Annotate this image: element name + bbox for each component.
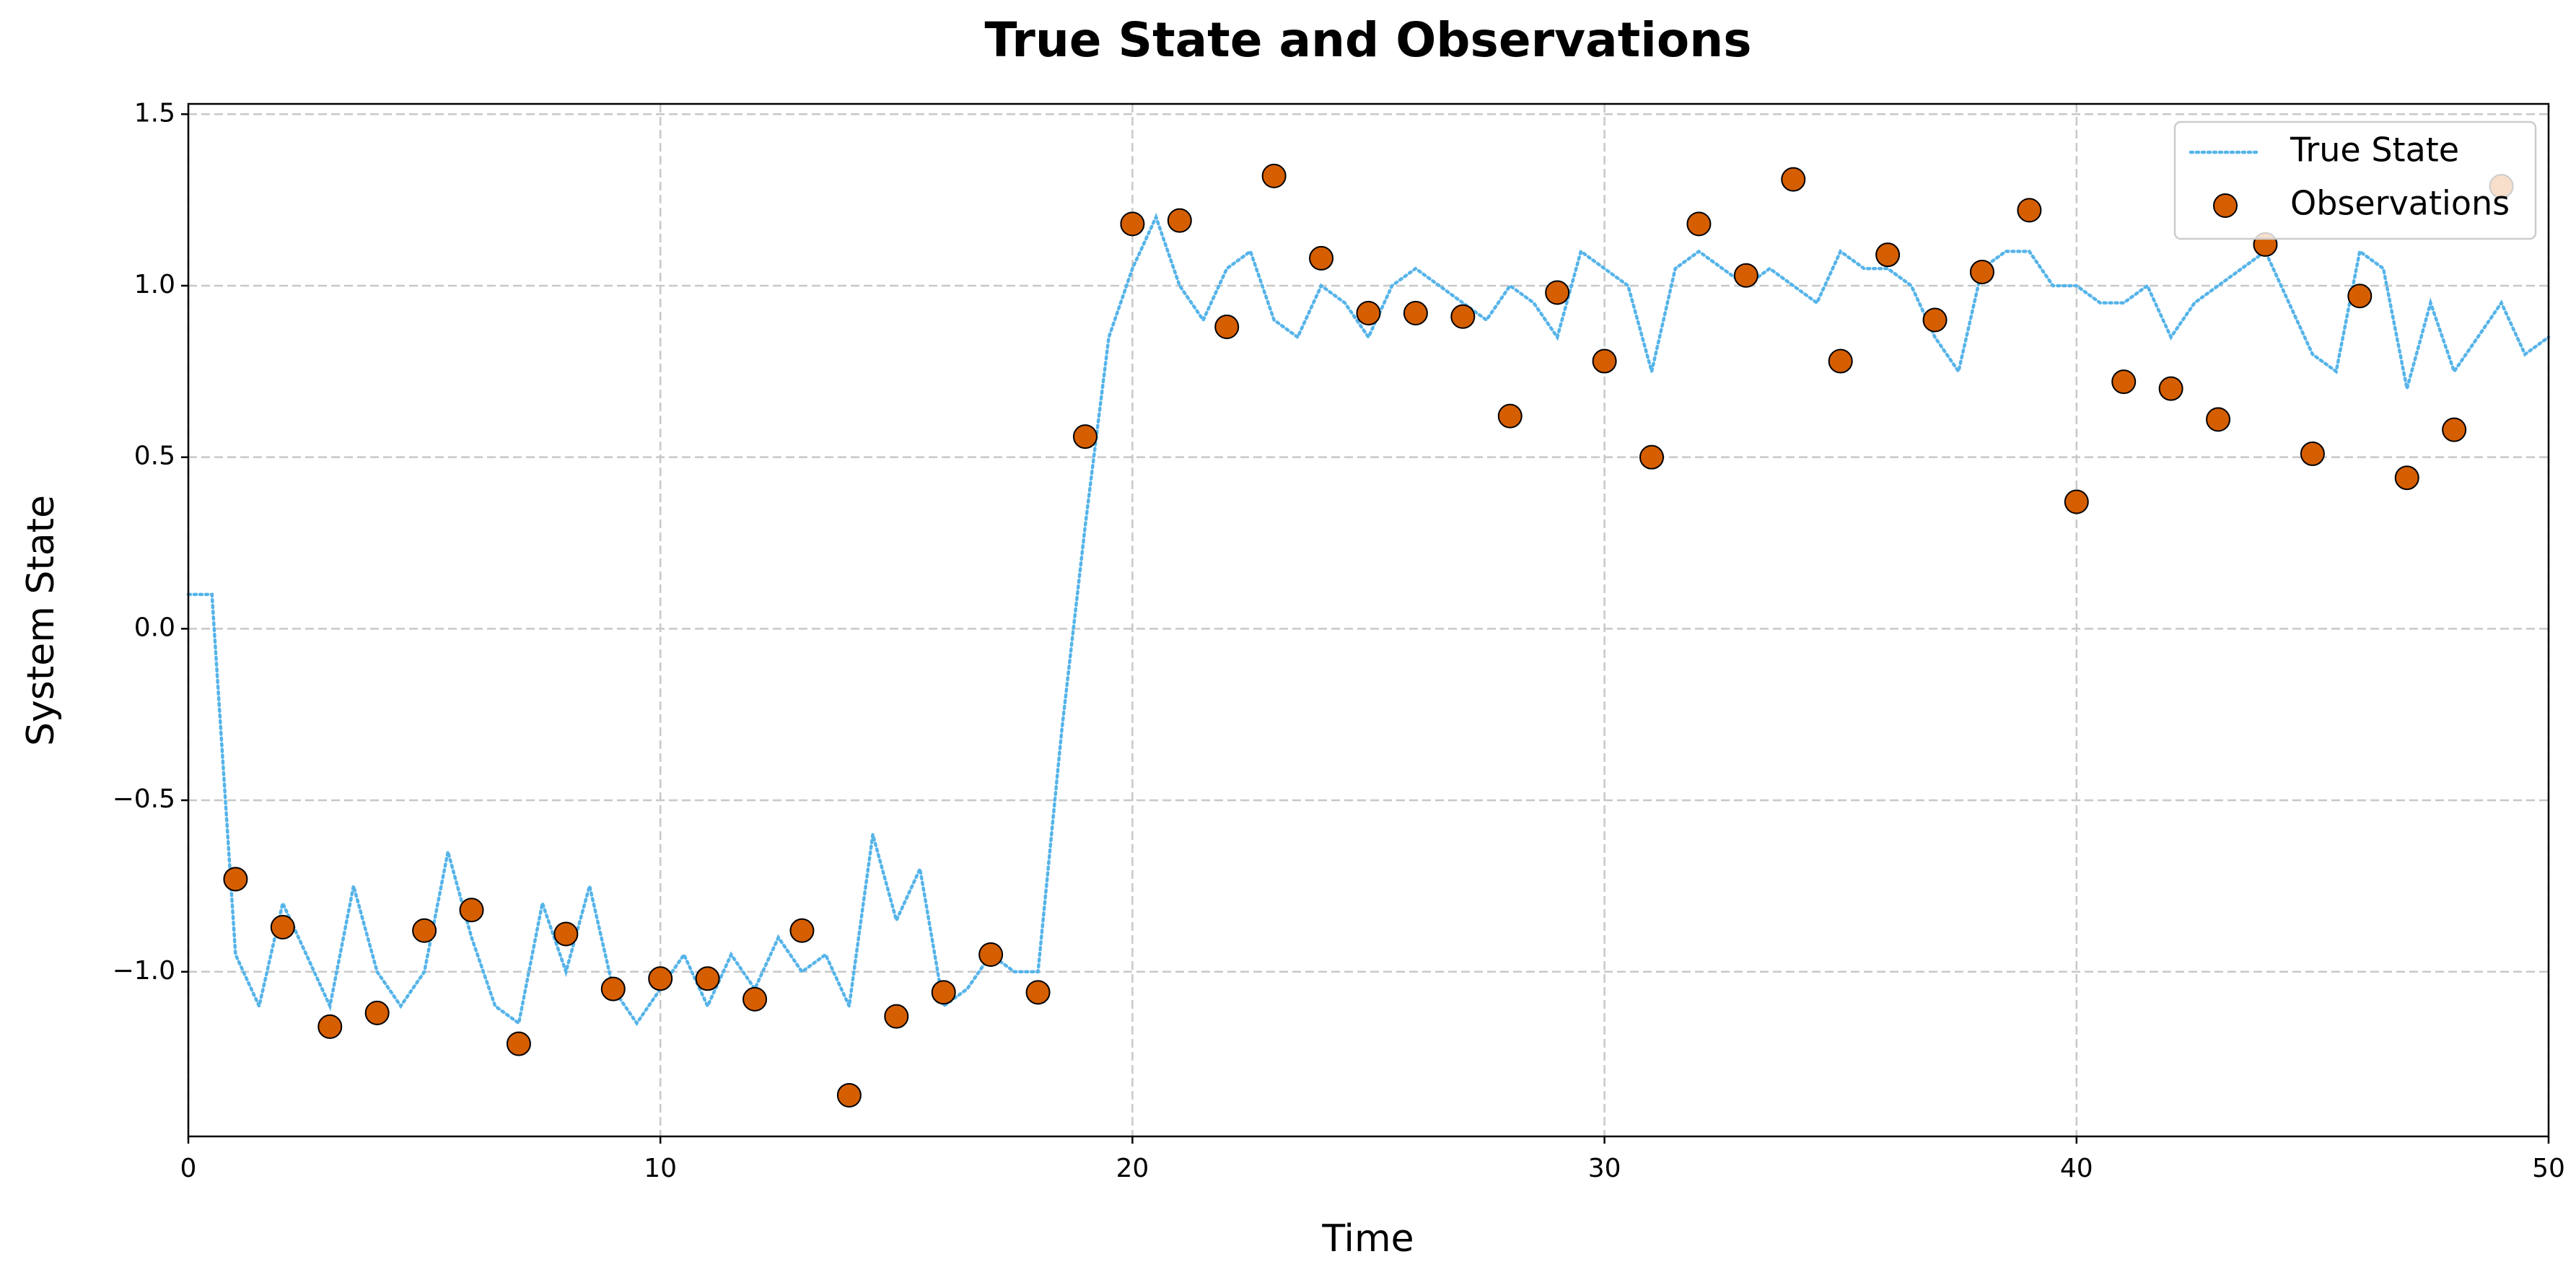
observation-point <box>1167 208 1192 233</box>
observation-point <box>364 1000 390 1025</box>
observation-point <box>789 918 815 943</box>
plot-frame <box>187 102 2550 1138</box>
observation-point <box>1450 304 1476 329</box>
observation-point <box>836 1082 862 1108</box>
observation-point <box>884 1004 909 1029</box>
observation-point <box>1072 424 1098 450</box>
observation-point <box>2064 489 2089 514</box>
observation-point <box>1828 349 1853 374</box>
observation-point <box>2394 465 2419 491</box>
observation-point <box>2158 376 2183 401</box>
x-tick-label: 0 <box>180 1154 197 1183</box>
observation-point <box>978 942 1004 968</box>
observation-point <box>1356 301 1381 326</box>
y-tick-label: −0.5 <box>113 784 175 814</box>
y-tick-label: −1.0 <box>113 956 175 986</box>
observation-point <box>1214 315 1240 340</box>
observation-point <box>1875 242 1901 268</box>
observation-point <box>1309 245 1334 271</box>
legend-label: True State <box>2290 131 2459 170</box>
observation-point <box>459 898 484 923</box>
chart-title: True State and Observations <box>985 12 1752 68</box>
observation-point <box>223 867 248 892</box>
y-tick-label: 0.5 <box>134 442 175 471</box>
observation-point <box>1969 259 1994 284</box>
y-tick-label: 1.0 <box>134 270 175 299</box>
observation-point <box>317 1014 343 1039</box>
legend-box <box>2173 120 2537 240</box>
observation-point <box>931 980 956 1005</box>
observation-point <box>695 966 720 991</box>
x-axis-label: Time <box>1321 1217 1414 1261</box>
y-tick-label: 1.5 <box>134 98 175 128</box>
observation-point <box>600 976 626 1001</box>
observation-point <box>1781 167 1806 192</box>
observation-point <box>1545 280 1570 305</box>
observation-point <box>2300 441 2325 466</box>
observation-point <box>2442 417 2467 442</box>
observation-point <box>1497 403 1523 429</box>
observation-point <box>1025 980 1051 1005</box>
observation-point <box>1686 211 1712 237</box>
x-tick-label: 30 <box>1588 1154 1621 1183</box>
observation-point <box>1639 444 1665 470</box>
observation-point <box>412 918 437 943</box>
observation-point <box>1403 301 1428 326</box>
y-tick-label: 0.0 <box>134 613 175 642</box>
observation-point <box>1922 307 1948 333</box>
observation-point <box>553 921 579 947</box>
observation-point <box>1733 263 1758 288</box>
legend-marker <box>2213 193 2238 218</box>
observation-point <box>648 966 673 991</box>
x-tick-label: 50 <box>2532 1154 2565 1183</box>
line <box>186 212 2551 1027</box>
observation-point <box>2206 407 2231 432</box>
y-axis-label: System State <box>19 495 63 746</box>
observation-point <box>270 914 295 939</box>
observation-point <box>2017 198 2042 223</box>
x-tick-label: 40 <box>2060 1154 2093 1183</box>
observation-point <box>1261 163 1287 188</box>
observation-point <box>1120 211 1145 237</box>
legend-label: Observations <box>2290 184 2510 223</box>
observation-point <box>506 1031 531 1056</box>
observation-point <box>2111 369 2137 395</box>
legend: True State Observations <box>2173 120 2537 240</box>
observation-point <box>1592 349 1617 374</box>
observation-point <box>742 986 768 1012</box>
x-tick-label: 10 <box>644 1154 677 1183</box>
observation-point <box>2347 284 2373 309</box>
x-tick-label: 20 <box>1116 1154 1149 1183</box>
